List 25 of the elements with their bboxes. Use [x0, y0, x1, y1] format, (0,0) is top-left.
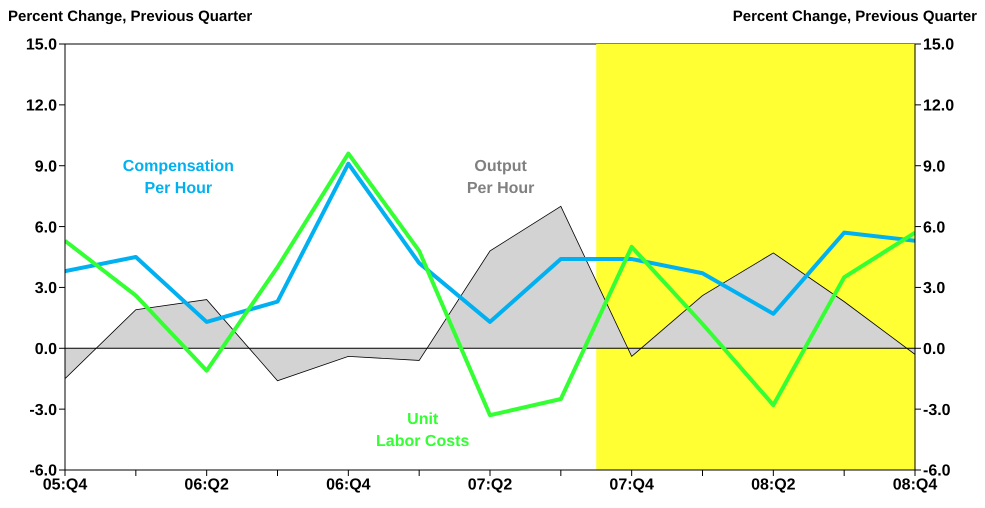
- y2-tick-label: 9.0: [923, 158, 946, 176]
- y2-tick-label: 12.0: [923, 98, 954, 115]
- x-tick-label: 07:Q2: [468, 476, 512, 494]
- series-label: Output Per Hour: [466, 156, 536, 199]
- y2-tick-label: 0.0: [923, 340, 946, 358]
- y-tick-label: 9.0: [34, 158, 58, 176]
- y-tick-label: 3.0: [34, 280, 58, 298]
- y-axis-title: Percent Change, Previous Quarter: [8, 8, 252, 25]
- y2-tick-label: -3.0: [923, 402, 951, 419]
- y-tick-label: 12.0: [26, 98, 58, 115]
- y-tick-label: 0.0: [34, 340, 58, 358]
- y2-tick-label: 15.0: [923, 36, 954, 54]
- x-tick-label: 07:Q4: [609, 476, 654, 494]
- text: Compensation Per Hour: [122, 156, 235, 199]
- x-tick-label: 08:Q2: [751, 476, 796, 494]
- series-label: Unit Labor Costs: [375, 410, 470, 452]
- x-tick-label: 06:Q4: [326, 476, 371, 494]
- y2-axis-title: Percent Change, Previous Quarter: [732, 8, 977, 25]
- y-tick-label: -3.0: [29, 402, 58, 419]
- y-tick-label: 6.0: [34, 219, 58, 236]
- x-tick-label: 05:Q4: [42, 476, 88, 494]
- x-tick-label: 06:Q2: [184, 476, 230, 494]
- y-tick-label: 15.0: [26, 36, 58, 54]
- y2-tick-label: 6.0: [923, 219, 946, 236]
- y2-tick-label: 3.0: [923, 280, 946, 298]
